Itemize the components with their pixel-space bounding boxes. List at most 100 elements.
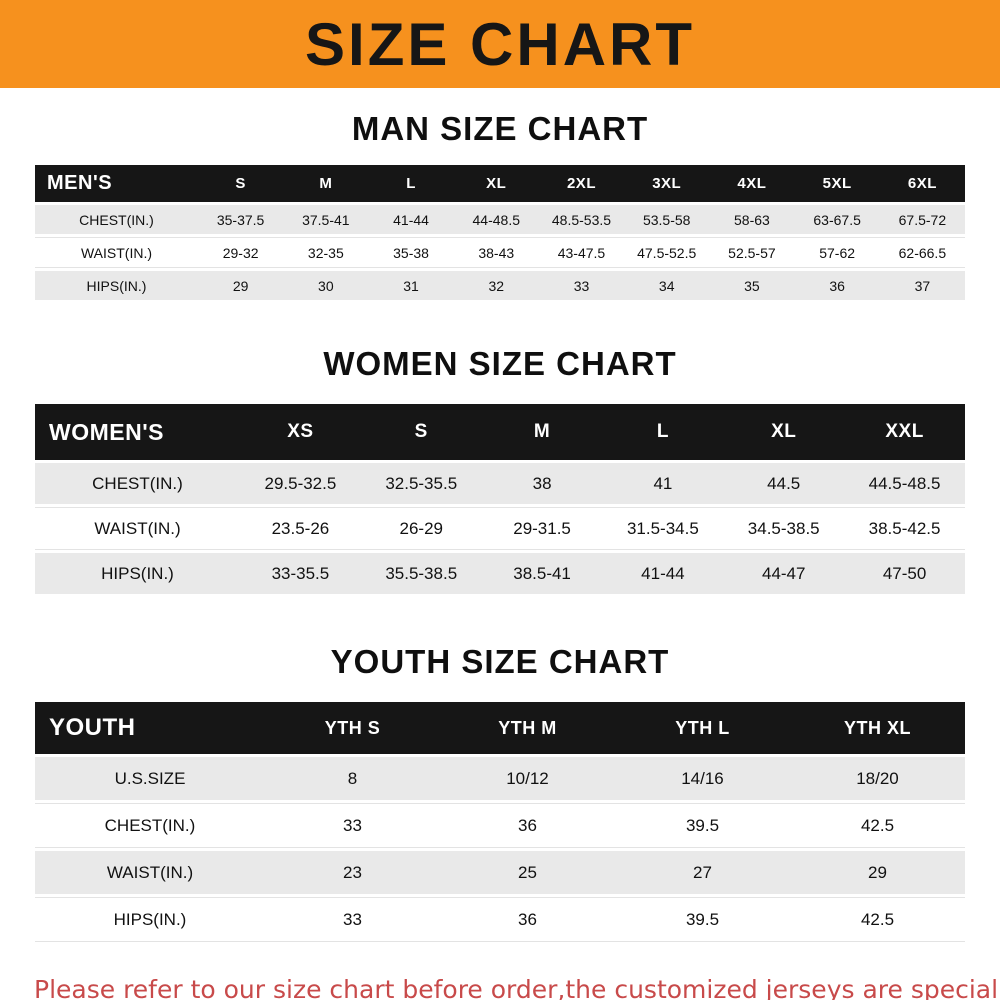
table-row: WAIST(IN.) 23.5-26 26-29 29-31.5 31.5-34.5 34… bbox=[35, 507, 965, 550]
size-value-cell: 38.5-41 bbox=[481, 553, 603, 594]
size-value-cell: 47.5-52.5 bbox=[624, 237, 710, 268]
size-value-cell: 8 bbox=[265, 757, 440, 800]
men-size-section: MAN SIZE CHART MEN'S S M L XL 2XL 3XL 4XL 5XL 6XL… bbox=[0, 110, 1000, 303]
size-value-cell: 38-43 bbox=[453, 237, 539, 268]
size-value-cell: 29.5-32.5 bbox=[240, 463, 361, 504]
size-value-cell: 35-38 bbox=[368, 237, 454, 268]
size-value-cell: 52.5-57 bbox=[709, 237, 795, 268]
row-label: CHEST(IN.) bbox=[35, 205, 198, 234]
size-value-cell: 32.5-35.5 bbox=[360, 463, 482, 504]
size-value-cell: 39.5 bbox=[615, 803, 790, 848]
table-row: WAIST(IN.) 29-32 32-35 35-38 38-43 43-47.5 47.… bbox=[35, 237, 965, 268]
size-value-cell: 42.5 bbox=[790, 803, 965, 848]
women-size-table: WOMEN'S XS S M L XL XXL CHEST(IN.) 29.5-32.5 32.5… bbox=[35, 401, 965, 597]
footer-line-1: Please refer to our size chart before or… bbox=[34, 975, 999, 1000]
size-value-cell: 10/12 bbox=[440, 757, 615, 800]
size-value-cell: 26-29 bbox=[360, 507, 482, 550]
men-size-table: MEN'S S M L XL 2XL 3XL 4XL 5XL 6XL CHEST(IN.) 35-37… bbox=[35, 162, 965, 303]
table-header-row: YOUTH YTH S YTH M YTH L YTH XL bbox=[35, 702, 965, 754]
size-value-cell: 25 bbox=[440, 851, 615, 894]
size-value-cell: 31 bbox=[368, 271, 454, 300]
size-value-cell: 41-44 bbox=[602, 553, 724, 594]
row-label: HIPS(IN.) bbox=[35, 271, 198, 300]
size-value-cell: 62-66.5 bbox=[879, 237, 965, 268]
table-row: WAIST(IN.) 23 25 27 29 bbox=[35, 851, 965, 894]
size-value-cell: 33-35.5 bbox=[240, 553, 361, 594]
table-title-cell: MEN'S bbox=[35, 165, 198, 202]
size-value-cell: 67.5-72 bbox=[879, 205, 965, 234]
size-value-cell: 63-67.5 bbox=[794, 205, 880, 234]
size-value-cell: 29 bbox=[198, 271, 284, 300]
size-column-header: 3XL bbox=[624, 165, 710, 202]
size-value-cell: 44-48.5 bbox=[453, 205, 539, 234]
size-value-cell: 14/16 bbox=[615, 757, 790, 800]
size-value-cell: 33 bbox=[265, 897, 440, 942]
size-value-cell: 41-44 bbox=[368, 205, 454, 234]
table-row: HIPS(IN.) 33-35.5 35.5-38.5 38.5-41 41-44 44-… bbox=[35, 553, 965, 594]
size-value-cell: 44.5-48.5 bbox=[844, 463, 965, 504]
size-column-header: XS bbox=[240, 404, 361, 460]
size-value-cell: 38 bbox=[481, 463, 603, 504]
size-value-cell: 44.5 bbox=[723, 463, 845, 504]
size-column-header: 2XL bbox=[538, 165, 625, 202]
youth-size-table: YOUTH YTH S YTH M YTH L YTH XL U.S.SIZE 8 10/12… bbox=[35, 699, 965, 945]
size-value-cell: 48.5-53.5 bbox=[538, 205, 625, 234]
size-value-cell: 32 bbox=[453, 271, 539, 300]
size-column-header: M bbox=[283, 165, 369, 202]
size-column-header: YTH S bbox=[265, 702, 440, 754]
table-row: HIPS(IN.) 29 30 31 32 33 34 35 36 37 bbox=[35, 271, 965, 300]
size-column-header: M bbox=[481, 404, 603, 460]
table-row: CHEST(IN.) 33 36 39.5 42.5 bbox=[35, 803, 965, 848]
table-header-row: WOMEN'S XS S M L XL XXL bbox=[35, 404, 965, 460]
size-value-cell: 36 bbox=[440, 803, 615, 848]
table-row: U.S.SIZE 8 10/12 14/16 18/20 bbox=[35, 757, 965, 800]
size-value-cell: 29 bbox=[790, 851, 965, 894]
size-column-header: XL bbox=[453, 165, 539, 202]
row-label: HIPS(IN.) bbox=[35, 553, 240, 594]
size-value-cell: 58-63 bbox=[709, 205, 795, 234]
size-column-header: XL bbox=[723, 404, 845, 460]
size-value-cell: 35.5-38.5 bbox=[360, 553, 482, 594]
size-value-cell: 43-47.5 bbox=[538, 237, 625, 268]
table-title-cell: WOMEN'S bbox=[35, 404, 240, 460]
size-value-cell: 36 bbox=[440, 897, 615, 942]
youth-size-section: YOUTH SIZE CHART YOUTH YTH S YTH M YTH L YTH… bbox=[0, 643, 1000, 945]
women-section-heading: WOMEN SIZE CHART bbox=[323, 345, 677, 382]
table-row: CHEST(IN.) 29.5-32.5 32.5-35.5 38 41 44.5 44.5… bbox=[35, 463, 965, 504]
size-value-cell: 33 bbox=[538, 271, 625, 300]
table-header-row: MEN'S S M L XL 2XL 3XL 4XL 5XL 6XL bbox=[35, 165, 965, 202]
row-label: U.S.SIZE bbox=[35, 757, 265, 800]
size-value-cell: 34.5-38.5 bbox=[723, 507, 845, 550]
size-value-cell: 23.5-26 bbox=[240, 507, 361, 550]
row-label: CHEST(IN.) bbox=[35, 463, 240, 504]
size-value-cell: 38.5-42.5 bbox=[844, 507, 965, 550]
row-label: WAIST(IN.) bbox=[35, 237, 198, 268]
size-value-cell: 29-32 bbox=[198, 237, 284, 268]
size-value-cell: 41 bbox=[602, 463, 724, 504]
size-value-cell: 47-50 bbox=[844, 553, 965, 594]
size-value-cell: 29-31.5 bbox=[481, 507, 603, 550]
women-size-section: WOMEN SIZE CHART WOMEN'S XS S M L XL XXL CHEST(… bbox=[0, 345, 1000, 597]
row-label: CHEST(IN.) bbox=[35, 803, 265, 848]
size-value-cell: 37.5-41 bbox=[283, 205, 369, 234]
size-column-header: YTH M bbox=[440, 702, 615, 754]
size-column-header: L bbox=[602, 404, 724, 460]
banner: SIZE CHART bbox=[0, 0, 1000, 88]
size-column-header: L bbox=[368, 165, 454, 202]
size-value-cell: 39.5 bbox=[615, 897, 790, 942]
table-title-cell: YOUTH bbox=[35, 702, 265, 754]
size-value-cell: 32-35 bbox=[283, 237, 369, 268]
size-value-cell: 23 bbox=[265, 851, 440, 894]
size-column-header: S bbox=[198, 165, 284, 202]
size-column-header: 6XL bbox=[879, 165, 965, 202]
footer-disclaimer: Please refer to our size chart before or… bbox=[34, 973, 1000, 1000]
size-value-cell: 57-62 bbox=[794, 237, 880, 268]
youth-section-heading: YOUTH SIZE CHART bbox=[330, 643, 670, 680]
size-column-header: 5XL bbox=[794, 165, 880, 202]
size-value-cell: 42.5 bbox=[790, 897, 965, 942]
size-value-cell: 27 bbox=[615, 851, 790, 894]
size-value-cell: 35 bbox=[709, 271, 795, 300]
table-row: HIPS(IN.) 33 36 39.5 42.5 bbox=[35, 897, 965, 942]
size-column-header: YTH XL bbox=[790, 702, 965, 754]
